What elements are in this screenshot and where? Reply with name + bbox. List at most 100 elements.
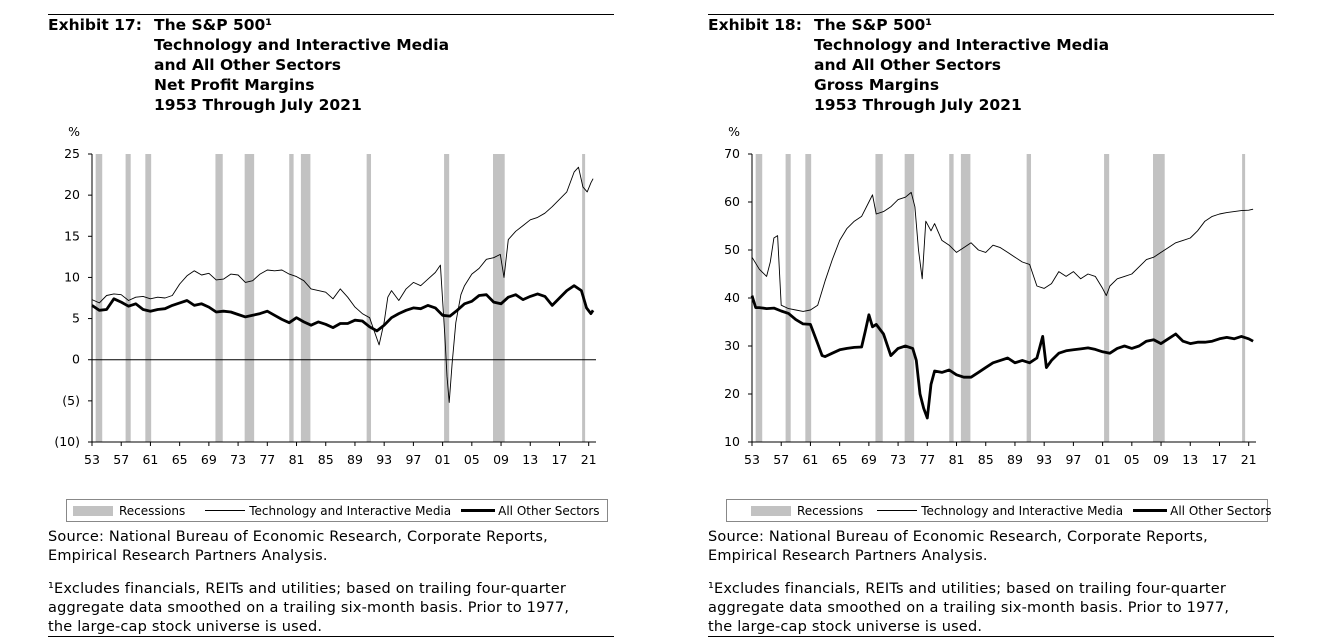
other-line-swatch (1133, 509, 1168, 512)
x-tick-label-4: 69 (861, 452, 877, 467)
x-tick-label-11: 97 (1065, 452, 1081, 467)
x-tick-label-17: 21 (581, 452, 597, 467)
y-tick-label-0: 25 (64, 146, 80, 161)
title-line-5: 1953 Through July 2021 (154, 96, 362, 114)
tech-line-swatch (205, 510, 246, 511)
source-note: Source: National Bureau of Economic Rese… (708, 528, 1208, 566)
x-tick-label-13: 05 (464, 452, 480, 467)
recession-bar-9 (1153, 154, 1165, 442)
x-tick-label-15: 13 (1182, 452, 1198, 467)
x-tick-label-8: 85 (318, 452, 334, 467)
y-tick-label-5: 0 (72, 352, 80, 367)
footnote-line-2: aggregate data smoothed on a trailing si… (48, 600, 570, 616)
y-tick-label-6: 10 (724, 434, 740, 449)
source-line-1: Source: National Bureau of Economic Rese… (48, 529, 548, 545)
x-tick-label-11: 97 (405, 452, 421, 467)
x-tick-label-10: 93 (376, 452, 392, 467)
recessions-swatch (73, 505, 113, 516)
y-tick-label-5: 20 (724, 386, 740, 401)
title-line-1: The S&P 500¹ (154, 16, 273, 34)
y-tick-label-4: 5 (72, 311, 80, 326)
recession-bar-3 (215, 154, 223, 442)
y-tick-label-7: (10) (54, 434, 80, 449)
y-tick-label-3: 10 (64, 269, 80, 284)
series-line-all-other-sectors (91, 284, 595, 333)
x-tick-label-7: 81 (949, 452, 965, 467)
footnote-line-3: the large-cap stock universe is used. (48, 619, 323, 635)
x-tick-label-10: 93 (1036, 452, 1052, 467)
title-line-1: The S&P 500¹ (814, 16, 933, 34)
x-tick-label-7: 81 (289, 452, 305, 467)
title-line-2: Technology and Interactive Media (154, 36, 450, 54)
recession-bar-6 (300, 154, 311, 442)
legend-item-other: All Other Sectors (451, 503, 600, 518)
y-unit-label: % (728, 124, 740, 139)
legend-item-other: All Other Sectors (1123, 503, 1272, 518)
exhibit-title: Exhibit 17: The S&P 500¹ Technology and I… (48, 15, 449, 115)
legend-label-recessions: Recessions (119, 503, 186, 518)
title-line-4: Gross Margins (814, 76, 940, 94)
source-line-2: Empirical Research Partners Analysis. (48, 548, 328, 564)
x-tick-label-15: 13 (522, 452, 538, 467)
other-line-swatch (461, 509, 496, 512)
source-line-2: Empirical Research Partners Analysis. (708, 548, 988, 564)
legend-label-other: All Other Sectors (498, 503, 600, 518)
x-tick-label-1: 57 (113, 452, 129, 467)
x-tick-label-5: 73 (890, 452, 906, 467)
footnote-line-2: aggregate data smoothed on a trailing si… (708, 600, 1230, 616)
x-tick-label-14: 09 (493, 452, 509, 467)
x-tick-label-16: 17 (1212, 452, 1228, 467)
x-tick-label-2: 61 (802, 452, 818, 467)
x-tick-label-0: 53 (744, 452, 760, 467)
x-tick-label-12: 01 (435, 452, 451, 467)
footnote: ¹Excludes financials, REITs and utilitie… (708, 580, 1229, 637)
recession-bar-1 (125, 154, 131, 442)
chart-legend: Recessions Technology and Interactive Me… (726, 499, 1272, 522)
recession-bar-5 (289, 154, 294, 442)
tech-line-swatch (877, 510, 918, 511)
footnote: ¹Excludes financials, REITs and utilitie… (48, 580, 569, 637)
bottom-rule (708, 636, 1274, 637)
footnote-line-1: ¹Excludes financials, REITs and utilitie… (48, 581, 567, 597)
net-profit-margin-chart: 25 20 15 10 5 0 (5) (10)% 53 57 61 65 69 73 77 81 85 89 93… (54, 124, 597, 467)
series-line-all-other-sectors (750, 295, 1254, 420)
series-line-technology (751, 191, 1254, 312)
title-line-3: and All Other Sectors (814, 56, 1001, 74)
x-tick-label-4: 69 (201, 452, 217, 467)
recessions-swatch (751, 505, 791, 516)
x-tick-label-8: 85 (978, 452, 994, 467)
exhibit-18: Exhibit 18: The S&P 500¹ Technology and I… (708, 0, 1321, 639)
title-line-2: Technology and Interactive Media (814, 36, 1110, 54)
legend-item-recessions: Recessions (67, 504, 185, 518)
x-tick-label-6: 77 (259, 452, 275, 467)
x-tick-label-13: 05 (1124, 452, 1140, 467)
gross-margin-chart: 70 60 50 40 30 20 10% 53 57 61 65 69 73 77 81 85 89 93 97 0… (724, 124, 1257, 467)
chart-legend: Recessions Technology and Interactive Me… (66, 499, 608, 522)
exhibit-number: Exhibit 17: (48, 16, 142, 34)
x-tick-label-14: 09 (1153, 452, 1169, 467)
x-tick-label-5: 73 (230, 452, 246, 467)
x-tick-label-9: 89 (1007, 452, 1023, 467)
recession-bar-7 (366, 154, 372, 442)
recession-bar-4 (904, 154, 915, 442)
y-tick-label-4: 30 (724, 338, 740, 353)
legend-label-tech: Technology and Interactive Media (249, 503, 452, 518)
y-unit-label: % (68, 124, 80, 139)
x-tick-label-12: 01 (1095, 452, 1111, 467)
x-tick-label-2: 61 (142, 452, 158, 467)
source-line-1: Source: National Bureau of Economic Rese… (708, 529, 1208, 545)
legend-item-recessions: Recessions (727, 504, 863, 518)
series-line-technology (91, 166, 594, 403)
recession-bar-4 (244, 154, 255, 442)
legend-item-tech: Technology and Interactive Media (185, 504, 451, 518)
x-tick-label-16: 17 (552, 452, 568, 467)
recession-bar-9 (493, 154, 505, 442)
top-rule (48, 14, 614, 15)
title-line-5: 1953 Through July 2021 (814, 96, 1022, 114)
x-tick-label-1: 57 (773, 452, 789, 467)
legend-label-other: All Other Sectors (1170, 503, 1272, 518)
recession-bar-5 (949, 154, 954, 442)
recession-bar-6 (960, 154, 971, 442)
y-tick-label-2: 15 (64, 228, 80, 243)
footnote-line-3: the large-cap stock universe is used. (708, 619, 983, 635)
